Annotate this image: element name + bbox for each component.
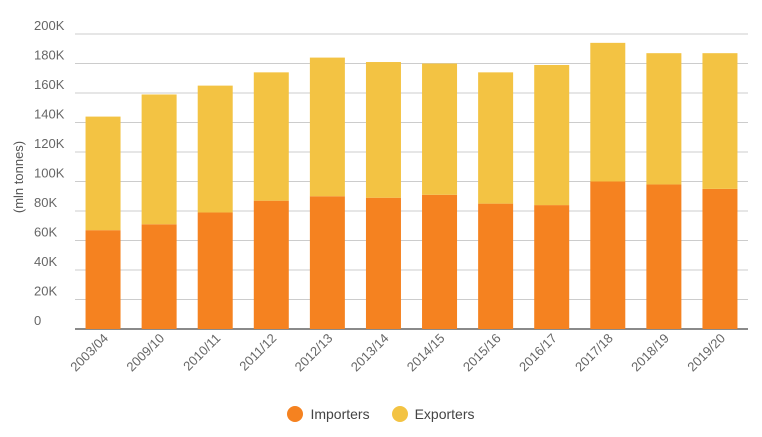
bar-exporters-2011-12[interactable]	[253, 72, 289, 201]
y-tick-label: 160K	[34, 77, 65, 92]
x-tick-label: 2016/17	[516, 331, 560, 375]
bar-exporters-2017-18[interactable]	[590, 42, 626, 182]
bar-exporters-2013-14[interactable]	[365, 62, 401, 198]
legend-item-importers[interactable]: Importers	[287, 406, 370, 422]
y-tick-label: 80K	[34, 195, 57, 210]
x-tick-label: 2019/20	[684, 331, 728, 375]
legend-swatch-importers	[287, 406, 304, 422]
y-tick-label: 40K	[34, 254, 57, 269]
bar-importers-2009-10[interactable]	[141, 224, 177, 329]
x-tick-label: 2009/10	[123, 331, 167, 375]
legend-item-exporters[interactable]: Exporters	[391, 406, 475, 422]
bar-exporters-2014-15[interactable]	[422, 63, 458, 195]
y-tick-label: 120K	[34, 136, 65, 151]
bar-importers-2014-15[interactable]	[422, 194, 458, 329]
bar-exporters-2010-11[interactable]	[197, 85, 233, 213]
y-tick-label: 100K	[34, 166, 65, 181]
x-tick-label: 2003/04	[67, 331, 111, 375]
x-tick-label: 2015/16	[460, 331, 504, 375]
bar-importers-2011-12[interactable]	[253, 200, 289, 329]
y-tick-label: 60K	[34, 225, 57, 240]
x-tick-label: 2012/13	[292, 331, 336, 375]
x-tick-label: 2018/19	[628, 331, 672, 375]
bar-importers-2018-19[interactable]	[646, 184, 682, 329]
stacked-bar-chart: 0 20K 40K 60K 80K 100K 120K 140K 160K 180K 200K 20…	[11, 18, 748, 375]
bar-exporters-2003-04[interactable]	[85, 116, 121, 231]
legend-swatch-exporters	[391, 406, 408, 422]
legend: Importers Exporters	[0, 406, 762, 422]
bar-importers-2015-16[interactable]	[478, 203, 514, 329]
bar-importers-2016-17[interactable]	[534, 205, 570, 329]
y-tick-label: 20K	[34, 284, 57, 299]
bar-exporters-2012-13[interactable]	[309, 57, 345, 197]
bar-importers-2012-13[interactable]	[309, 196, 345, 329]
bar-importers-2003-04[interactable]	[85, 230, 121, 329]
bar-exporters-2016-17[interactable]	[534, 64, 570, 206]
bar-importers-2017-18[interactable]	[590, 181, 626, 330]
bar-importers-2019-20[interactable]	[702, 188, 738, 329]
x-tick-label: 2017/18	[572, 331, 616, 375]
bar-exporters-2015-16[interactable]	[478, 72, 514, 204]
x-tick-label: 2014/15	[404, 331, 448, 375]
bars	[85, 42, 738, 330]
x-axis-ticks: 2003/04 2009/10 2010/11 2011/12 2012/13 2013/…	[67, 331, 728, 375]
y-tick-label: 140K	[34, 107, 65, 122]
x-tick-label: 2010/11	[180, 331, 223, 374]
y-axis-label: (mln tonnes)	[11, 141, 26, 213]
x-tick-label: 2011/12	[236, 331, 279, 374]
y-tick-label: 200K	[34, 18, 65, 33]
y-tick-label: 180K	[34, 48, 65, 63]
bar-exporters-2009-10[interactable]	[141, 94, 177, 225]
bar-importers-2013-14[interactable]	[365, 197, 401, 329]
legend-label-exporters: Exporters	[414, 406, 475, 422]
legend-label-importers: Importers	[310, 406, 370, 422]
bar-exporters-2018-19[interactable]	[646, 53, 682, 185]
bar-exporters-2019-20[interactable]	[702, 53, 738, 189]
y-tick-label: 0	[34, 313, 41, 328]
grid-lines	[75, 33, 748, 330]
bar-importers-2010-11[interactable]	[197, 212, 233, 329]
x-tick-label: 2013/14	[348, 331, 392, 375]
y-axis-ticks: 0 20K 40K 60K 80K 100K 120K 140K 160K 180K 200K	[34, 18, 65, 328]
